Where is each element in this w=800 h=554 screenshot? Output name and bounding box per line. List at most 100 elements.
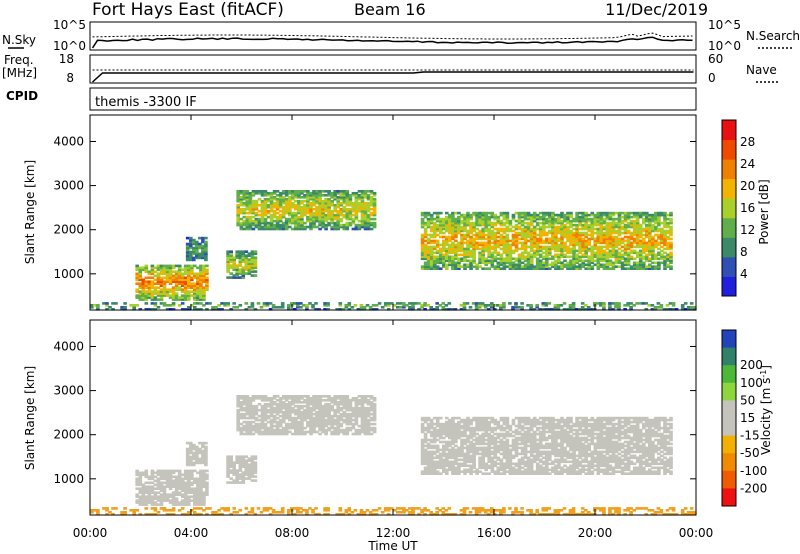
power-cell <box>448 235 452 239</box>
power-cell <box>208 302 212 305</box>
power-cell <box>439 217 443 221</box>
power-cell <box>420 225 425 229</box>
velocity-cell <box>185 441 190 445</box>
power-cell <box>266 225 271 229</box>
power-cell <box>666 231 670 235</box>
power-cell <box>153 296 158 299</box>
power-cell <box>323 302 327 305</box>
velocity-cell <box>190 471 194 475</box>
power-cell <box>451 251 455 255</box>
power-cell <box>156 266 161 270</box>
velocity-cell <box>247 475 252 478</box>
velocity-cell <box>423 434 428 438</box>
power-cell <box>193 292 197 295</box>
power-cell <box>291 197 295 201</box>
velocity-cell <box>445 416 449 420</box>
power-cell <box>469 227 473 231</box>
power-cell <box>300 199 304 203</box>
power-cell <box>263 217 268 221</box>
power-cell <box>315 213 319 217</box>
power-cell <box>620 265 625 268</box>
velocity-cell <box>357 399 362 402</box>
power-cell <box>689 302 694 305</box>
power-cell <box>587 227 591 231</box>
power-cell <box>372 221 377 225</box>
velocity-cell <box>330 424 334 428</box>
power-cell <box>435 308 439 311</box>
power-cell <box>278 194 283 197</box>
velocity-cell <box>153 487 158 490</box>
power-cell <box>180 268 185 272</box>
power-cell <box>614 237 619 241</box>
power-cell <box>477 302 482 305</box>
power-cell <box>278 227 283 231</box>
power-cell <box>448 213 452 217</box>
velocity-cell <box>294 418 298 422</box>
power-cell <box>514 237 519 241</box>
velocity-cell <box>168 473 173 477</box>
velocity-cell <box>369 408 374 412</box>
power-cell <box>596 251 601 255</box>
power-cell <box>626 302 630 305</box>
power-cell <box>199 276 203 280</box>
power-cell <box>202 288 206 291</box>
power-cell <box>199 280 203 283</box>
power-cell <box>517 261 522 265</box>
power-cell <box>171 270 176 274</box>
velocity-cell <box>196 491 200 494</box>
power-cell <box>339 219 344 223</box>
power-cell <box>275 197 280 201</box>
power-cell <box>481 253 485 257</box>
power-cell <box>198 246 202 250</box>
power-cell <box>360 199 365 203</box>
power-cell <box>235 266 239 269</box>
velocity-cell <box>236 397 240 400</box>
power-cell <box>651 253 655 257</box>
velocity-cell <box>201 457 205 461</box>
power-cell <box>432 245 437 249</box>
power-colorbar-tick: 28 <box>740 135 755 149</box>
power-cell <box>232 264 236 267</box>
power-cell <box>466 249 470 253</box>
velocity-cell <box>354 402 359 406</box>
velocity-cell <box>309 410 313 414</box>
power-cell <box>327 215 331 219</box>
power-cell <box>608 223 613 227</box>
velocity-cell <box>187 501 191 504</box>
power-cell <box>581 255 585 259</box>
power-cell <box>469 265 473 268</box>
power-cell <box>442 247 446 251</box>
power-cell <box>153 274 158 278</box>
power-cell <box>602 233 607 237</box>
power-cell <box>605 239 610 243</box>
power-cell <box>508 265 513 268</box>
power-cell <box>226 254 230 257</box>
power-cell <box>432 229 437 233</box>
power-cell <box>481 223 485 227</box>
power-cell <box>294 219 298 223</box>
velocity-cell <box>297 426 301 430</box>
power-cell <box>245 192 250 195</box>
power-cell <box>309 194 313 197</box>
power-cell <box>460 257 464 261</box>
power-cell <box>420 235 425 239</box>
power-cell <box>569 237 573 241</box>
power-cell <box>342 192 347 195</box>
power-cell <box>499 235 504 239</box>
velocity-cell <box>288 416 292 420</box>
velocity-cell <box>435 456 440 460</box>
velocity-cell <box>135 479 139 483</box>
velocity-cell <box>190 477 194 481</box>
power-cell <box>257 217 262 221</box>
power-cell <box>423 257 428 261</box>
velocity-cell <box>294 408 298 412</box>
power-cell <box>269 201 274 205</box>
velocity-cell <box>445 462 449 466</box>
power-cell <box>542 263 546 267</box>
power-cell <box>318 213 322 217</box>
power-cell <box>245 227 250 231</box>
power-cell <box>578 263 582 267</box>
power-cell <box>339 217 344 221</box>
power-cell <box>183 294 188 297</box>
power-cell <box>344 306 349 309</box>
